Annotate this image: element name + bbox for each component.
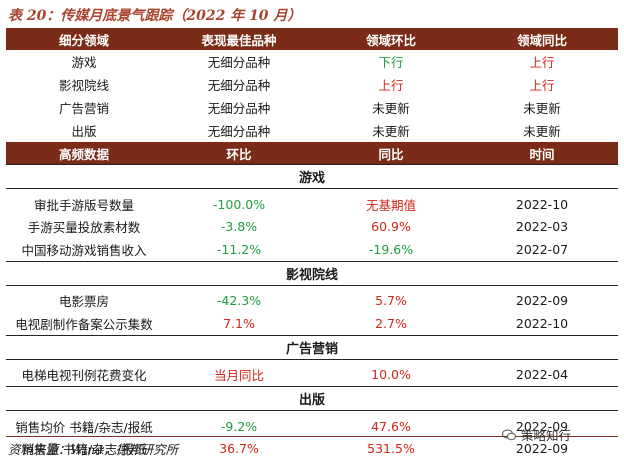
title-rule bbox=[6, 28, 618, 29]
watermark: 策略知行 bbox=[502, 425, 571, 444]
section-row-film: 影视院线 bbox=[6, 260, 618, 286]
time-cell: 2022-09 bbox=[515, 293, 569, 309]
table-row: 中国移动游戏销售收入 -11.2% -19.6% 2022-07 bbox=[6, 238, 618, 261]
item-cell: 销售均价 书籍/杂志/报纸 bbox=[15, 419, 153, 435]
section-row-games: 游戏 bbox=[6, 164, 618, 189]
yoy-cell: 5.7% bbox=[375, 293, 407, 309]
section-label: 广告营销 bbox=[6, 334, 618, 360]
mom-cell: 当月同比 bbox=[213, 368, 264, 384]
watermark-text: 策略知行 bbox=[521, 428, 572, 443]
table-row: 电梯电视刊例花费变化 当月同比 10.0% 2022-04 bbox=[6, 364, 618, 387]
time-cell: 2022-09 bbox=[515, 418, 569, 434]
header-hf-item: 高频数据 bbox=[6, 142, 162, 165]
table-row: 出版 无细分品种 未更新 未更新 bbox=[6, 119, 618, 142]
section-row-publishing: 出版 bbox=[6, 386, 618, 411]
yoy-cell: 上行 bbox=[529, 55, 555, 70]
table-row: 销售量 书籍/杂志/报纸 36.7% 531.5% 2022-09 bbox=[6, 438, 618, 461]
yoy-cell: -19.6% bbox=[368, 241, 414, 257]
item-cell: 手游买量投放素材数 bbox=[27, 220, 141, 236]
mom-cell: 未更新 bbox=[372, 101, 410, 116]
best-cell: 无细分品种 bbox=[207, 101, 271, 116]
time-cell: 2022-04 bbox=[515, 367, 569, 383]
header-hf-yoy: 同比 bbox=[316, 142, 466, 165]
section-label: 出版 bbox=[6, 386, 618, 411]
header-hf-mom: 环比 bbox=[162, 142, 316, 165]
time-cell: 2022-03 bbox=[515, 219, 569, 235]
media-tracking-table: 细分领域 表现最佳品种 领域环比 领域同比 游戏 无细分品种 下行 上行 影视院… bbox=[6, 29, 618, 460]
mom-cell: -11.2% bbox=[216, 241, 262, 257]
item-cell: 审批手游版号数量 bbox=[33, 197, 134, 213]
item-cell: 电影票房 bbox=[58, 294, 109, 310]
yoy-cell: 无基期值 bbox=[365, 197, 416, 213]
table-row: 影视院线 无细分品种 上行 上行 bbox=[6, 73, 618, 96]
header-hf-time: 时间 bbox=[466, 142, 618, 165]
time-cell: 2022-09 bbox=[515, 441, 569, 457]
mom-cell: 36.7% bbox=[219, 441, 259, 457]
table-row: 审批手游版号数量 -100.0% 无基期值 2022-10 bbox=[6, 193, 618, 216]
wechat-icon bbox=[502, 429, 516, 441]
section-label: 游戏 bbox=[6, 164, 618, 189]
mom-cell: -100.0% bbox=[212, 196, 266, 212]
yoy-cell: 531.5% bbox=[367, 441, 415, 457]
item-cell: 电梯电视刊例花费变化 bbox=[21, 368, 147, 384]
source-note: 资料来源：Wind，德邦研究所 bbox=[8, 442, 179, 457]
mom-cell: 上行 bbox=[378, 78, 404, 93]
best-cell: 无细分品种 bbox=[207, 55, 271, 70]
header-row-1: 细分领域 表现最佳品种 领域环比 领域同比 bbox=[6, 29, 618, 50]
table-row: 广告营销 无细分品种 未更新 未更新 bbox=[6, 96, 618, 119]
mom-cell: -42.3% bbox=[216, 293, 262, 309]
yoy-cell: 10.0% bbox=[371, 367, 411, 383]
time-cell: 2022-10 bbox=[515, 315, 569, 331]
yoy-cell: 47.6% bbox=[371, 418, 411, 434]
mom-cell: 未更新 bbox=[372, 124, 410, 139]
mom-cell: 7.1% bbox=[223, 315, 255, 331]
yoy-cell: 上行 bbox=[529, 78, 555, 93]
bottom-rule bbox=[6, 436, 618, 437]
best-cell: 无细分品种 bbox=[207, 124, 271, 139]
header-domain-yoy: 领域同比 bbox=[466, 29, 618, 50]
item-cell: 中国移动游戏销售收入 bbox=[21, 242, 147, 258]
mom-cell: -3.8% bbox=[220, 219, 258, 235]
domain-cell: 影视院线 bbox=[58, 78, 109, 93]
header-domain-mom: 领域环比 bbox=[316, 29, 466, 50]
time-cell: 2022-07 bbox=[515, 241, 569, 257]
best-cell: 无细分品种 bbox=[207, 78, 271, 93]
domain-cell: 出版 bbox=[71, 124, 97, 139]
header-best: 表现最佳品种 bbox=[162, 29, 316, 50]
table-row: 游戏 无细分品种 下行 上行 bbox=[6, 50, 618, 73]
table-row: 销售均价 书籍/杂志/报纸 -9.2% 47.6% 2022-09 bbox=[6, 415, 618, 438]
table-row: 手游买量投放素材数 -3.8% 60.9% 2022-03 bbox=[6, 216, 618, 239]
mom-cell: -9.2% bbox=[220, 418, 258, 434]
item-cell: 销售量 书籍/杂志/报纸 bbox=[21, 442, 147, 458]
yoy-cell: 未更新 bbox=[523, 124, 561, 139]
mom-cell: 下行 bbox=[378, 55, 404, 70]
table-title: 表 20：传媒月底景气跟踪（2022 年 10 月） bbox=[8, 8, 302, 24]
item-cell: 电视剧制作备案公示集数 bbox=[15, 316, 153, 332]
time-cell: 2022-10 bbox=[515, 196, 569, 212]
yoy-cell: 未更新 bbox=[523, 101, 561, 116]
table-row: 电视剧制作备案公示集数 7.1% 2.7% 2022-10 bbox=[6, 312, 618, 335]
section-label: 影视院线 bbox=[6, 260, 618, 286]
yoy-cell: 2.7% bbox=[375, 315, 407, 331]
yoy-cell: 60.9% bbox=[371, 219, 411, 235]
header-row-2: 高频数据 环比 同比 时间 bbox=[6, 142, 618, 165]
table-row: 电影票房 -42.3% 5.7% 2022-09 bbox=[6, 290, 618, 313]
domain-cell: 广告营销 bbox=[58, 101, 109, 116]
section-row-ads: 广告营销 bbox=[6, 334, 618, 360]
header-domain: 细分领域 bbox=[6, 29, 162, 50]
domain-cell: 游戏 bbox=[71, 55, 97, 70]
